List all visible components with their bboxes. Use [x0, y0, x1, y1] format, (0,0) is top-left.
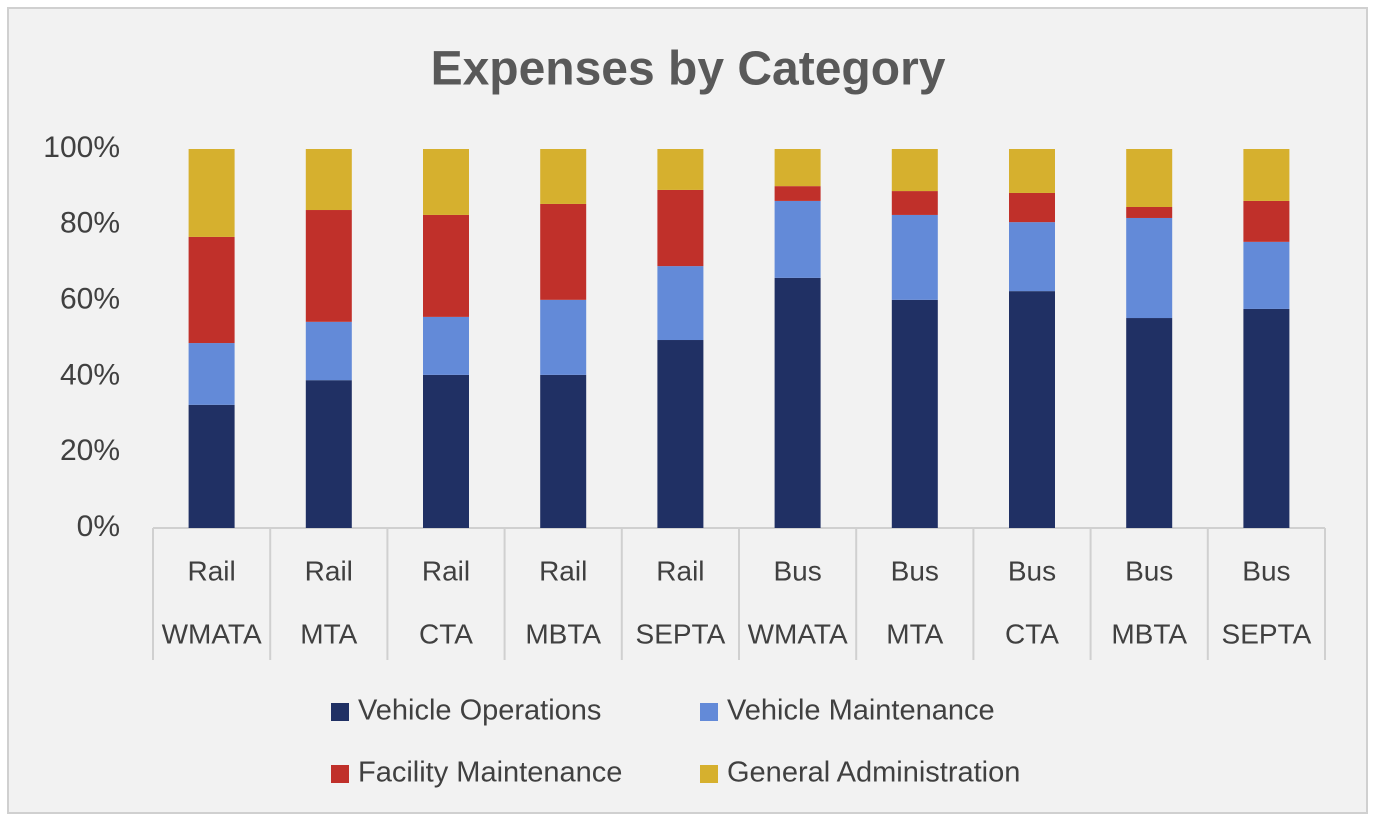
- x-tick-label: MTA: [300, 618, 357, 649]
- y-tick-label: 60%: [60, 283, 120, 316]
- legend-swatch: [700, 703, 718, 721]
- bar-segment: [305, 321, 352, 381]
- bar-segment: [188, 343, 235, 405]
- x-tick-label: SEPTA: [636, 618, 726, 649]
- x-tick-label: Rail: [539, 555, 587, 586]
- bar-segment: [657, 340, 704, 528]
- bar-segment: [423, 149, 469, 215]
- x-tick-label: WMATA: [748, 618, 848, 649]
- bar-segment: [423, 316, 469, 375]
- x-tick-label: MBTA: [525, 618, 601, 649]
- bar-segment: [1243, 200, 1290, 242]
- x-tick-label: Bus: [1125, 555, 1173, 586]
- bar-segment: [657, 266, 704, 341]
- bar-segment: [657, 149, 704, 190]
- x-tick-label: Bus: [773, 555, 821, 586]
- y-tick-label: 80%: [60, 207, 120, 240]
- bar-segment: [1009, 291, 1055, 528]
- bar-segment: [188, 404, 235, 528]
- bar-segment: [774, 200, 821, 278]
- bar-segment: [1009, 222, 1055, 292]
- bar-segment: [1126, 206, 1173, 218]
- bar-segment: [1243, 149, 1290, 201]
- y-tick-label: 100%: [43, 131, 120, 164]
- legend-label: Vehicle Maintenance: [727, 695, 995, 727]
- bar-segment: [305, 149, 352, 211]
- bar-segment: [891, 214, 938, 300]
- bar-segment: [1126, 318, 1173, 528]
- bar-segment: [188, 236, 235, 344]
- bar-segment: [1009, 149, 1055, 193]
- bar-segment: [891, 191, 938, 215]
- bar-segment: [305, 210, 352, 322]
- bar-segment: [1126, 149, 1173, 207]
- legend-swatch: [331, 703, 349, 721]
- bar-segment: [657, 189, 704, 267]
- bar-segment: [891, 299, 938, 528]
- bar-segment: [774, 149, 821, 187]
- bar-segment: [423, 374, 469, 528]
- x-tick-label: Bus: [1242, 555, 1290, 586]
- x-tick-label: Bus: [1008, 555, 1056, 586]
- legend-label: General Administration: [727, 757, 1020, 789]
- bar-segment: [540, 299, 587, 375]
- x-tick-label: Rail: [422, 555, 470, 586]
- x-tick-label: Rail: [305, 555, 353, 586]
- legend-swatch: [331, 765, 349, 783]
- bar-segment: [774, 186, 821, 201]
- bar-segment: [774, 277, 821, 528]
- legend-label: Vehicle Operations: [358, 695, 601, 727]
- bar-segment: [540, 374, 587, 528]
- x-tick-label: Rail: [187, 555, 235, 586]
- y-tick-label: 40%: [60, 358, 120, 391]
- bar-segment: [188, 149, 235, 237]
- x-tick-label: Bus: [891, 555, 939, 586]
- legend-swatch: [700, 765, 718, 783]
- bar-segment: [891, 149, 938, 192]
- bar-segment: [305, 380, 352, 528]
- x-tick-label: MTA: [886, 618, 943, 649]
- bar-segment: [1009, 192, 1055, 223]
- y-tick-label: 0%: [77, 510, 120, 543]
- bar-segment: [1243, 241, 1290, 309]
- bar-segment: [540, 149, 587, 204]
- x-tick-label: WMATA: [162, 618, 262, 649]
- bar-segment: [1126, 217, 1173, 319]
- x-tick-label: MBTA: [1111, 618, 1187, 649]
- bar-segment: [1243, 308, 1290, 528]
- bar-segment: [540, 203, 587, 300]
- x-tick-label: SEPTA: [1222, 618, 1312, 649]
- bar-segment: [423, 214, 469, 317]
- x-tick-label: Rail: [656, 555, 704, 586]
- x-tick-label: CTA: [419, 618, 473, 649]
- legend-label: Facility Maintenance: [358, 757, 622, 789]
- y-tick-label: 20%: [60, 434, 120, 467]
- x-tick-label: CTA: [1005, 618, 1059, 649]
- chart-title: Expenses by Category: [431, 43, 946, 96]
